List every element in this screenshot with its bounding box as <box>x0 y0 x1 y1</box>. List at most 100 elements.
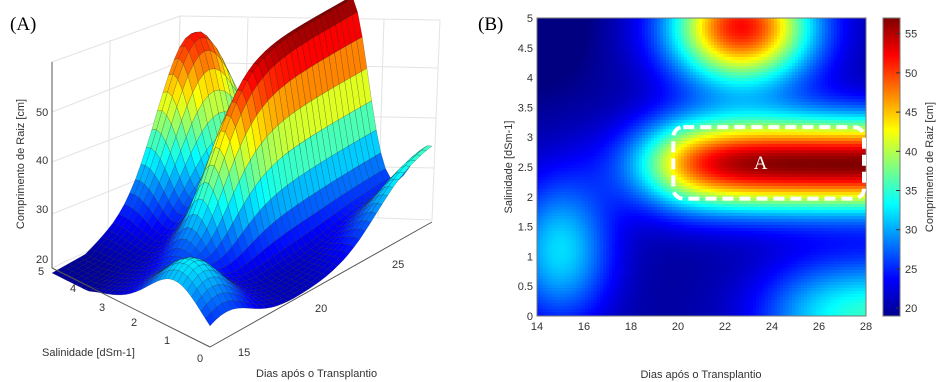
heatmap-cell <box>810 90 814 94</box>
heatmap-cell <box>555 78 559 82</box>
heatmap-cell <box>537 102 541 106</box>
heatmap-cell <box>699 24 703 28</box>
heatmap-cell <box>858 18 862 22</box>
heatmap-cell <box>627 30 631 34</box>
heatmap-cell <box>666 87 670 91</box>
heatmap-cell <box>645 30 649 34</box>
heatmap-cell <box>759 42 763 46</box>
heatmap-cell <box>666 102 670 106</box>
heatmap-cell <box>654 75 658 79</box>
heatmap-cell <box>816 108 820 112</box>
heatmap-cell <box>750 72 754 76</box>
heatmap-cell <box>636 78 640 82</box>
heatmap-cell <box>579 42 583 46</box>
heatmap-cell <box>729 45 733 49</box>
heatmap-cell <box>546 27 550 31</box>
heatmap-cell <box>684 18 688 22</box>
heatmap-cell <box>630 57 634 61</box>
heatmap-cell <box>831 111 835 115</box>
heatmap-cell <box>717 42 721 46</box>
heatmap-cell <box>780 114 784 118</box>
heatmap-cell <box>750 60 754 64</box>
heatmap-cell <box>570 57 574 61</box>
heatmap-cell <box>828 51 832 55</box>
heatmap-cell <box>747 48 751 52</box>
heatmap-cell <box>549 75 553 79</box>
heatmap-cell <box>543 45 547 49</box>
heatmap-cell <box>765 81 769 85</box>
heatmap-cell <box>573 114 577 118</box>
heatmap-cell <box>621 30 625 34</box>
heatmap-cell <box>672 78 676 82</box>
surface-y-tick-5: 5 <box>38 266 44 278</box>
heatmap-cell <box>636 69 640 73</box>
heatmap-cell <box>546 90 550 94</box>
heatmap-cell <box>627 48 631 52</box>
heatmap-cell <box>675 54 679 58</box>
heatmap-cell <box>567 72 571 76</box>
heatmap-cell <box>639 102 643 106</box>
heatmap-cell <box>774 87 778 91</box>
heatmap-cell <box>540 84 544 88</box>
heatmap-cell <box>768 30 772 34</box>
heatmap-cell <box>804 63 808 67</box>
heatmap-cell <box>819 75 823 79</box>
heatmap-cell <box>729 93 733 97</box>
heatmap-cell <box>786 27 790 31</box>
heatmap-cell <box>585 63 589 67</box>
heatmap-cell <box>549 60 553 64</box>
heatmap-cell <box>663 69 667 73</box>
heatmap-cell <box>618 60 622 64</box>
heatmap-cell <box>831 78 835 82</box>
heatmap-cell <box>774 57 778 61</box>
heatmap-cell <box>774 39 778 43</box>
heatmap-cell <box>846 72 850 76</box>
heatmap-cell <box>783 72 787 76</box>
heatmap-cell <box>558 84 562 88</box>
heatmap-cell <box>810 84 814 88</box>
heatmap-cell <box>537 42 541 46</box>
heatmap-cell <box>666 90 670 94</box>
heatmap-cell <box>798 42 802 46</box>
heatmap-cell <box>798 18 802 22</box>
heatmap-cell <box>810 75 814 79</box>
heatmap-cell <box>639 87 643 91</box>
heatmap-cell <box>699 72 703 76</box>
heatmap-cell <box>792 57 796 61</box>
heatmap-cell <box>663 48 667 52</box>
heatmap-cell <box>861 81 865 85</box>
heatmap-cell <box>846 21 850 25</box>
heatmap-cell <box>603 45 607 49</box>
heatmap-cell <box>828 96 832 100</box>
heatmap-cell <box>549 21 553 25</box>
heatmap-cell <box>537 84 541 88</box>
heatmap-cell <box>597 84 601 88</box>
heatmap-cell <box>837 48 841 52</box>
heatmap-cell <box>702 108 706 112</box>
heatmap-cell <box>576 24 580 28</box>
heatmap-cell <box>792 72 796 76</box>
heatmap-cell <box>552 78 556 82</box>
heatmap-cell <box>627 105 631 109</box>
heatmap-cell <box>777 27 781 31</box>
heatmap-cell <box>669 102 673 106</box>
heatmap-cell <box>663 96 667 100</box>
heatmap-cell <box>744 57 748 61</box>
heatmap-cell <box>687 39 691 43</box>
heatmap-cell <box>735 105 739 109</box>
heatmap-cell <box>834 42 838 46</box>
heatmap-cell <box>660 111 664 115</box>
heatmap-cell <box>657 60 661 64</box>
heatmap-cell <box>654 36 658 40</box>
heatmap-cell <box>723 33 727 37</box>
heatmap-cell <box>564 87 568 91</box>
heatmap-cell <box>540 96 544 100</box>
heatmap-cell <box>783 69 787 73</box>
heatmap-cell <box>843 111 847 115</box>
heatmap-cell <box>762 36 766 40</box>
heatmap-cell <box>741 90 745 94</box>
heatmap-cell <box>744 27 748 31</box>
heatmap-cell <box>858 87 862 91</box>
heatmap-cell <box>651 57 655 61</box>
heatmap-cell <box>564 18 568 22</box>
